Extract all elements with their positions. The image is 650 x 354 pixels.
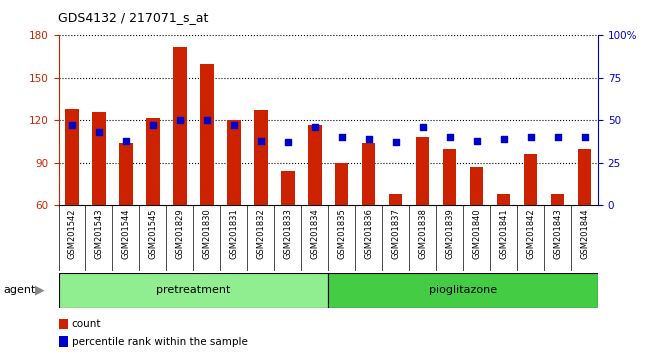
Text: GSM201834: GSM201834 (310, 209, 319, 259)
Text: GSM201840: GSM201840 (472, 209, 481, 259)
Point (202, 118, 212, 123)
Point (499, 136, 509, 142)
Bar (578, 149, 592, 205)
Point (121, 138, 131, 144)
Bar (58, 336, 68, 347)
Point (391, 139, 401, 145)
Text: agent: agent (3, 285, 36, 295)
Point (579, 135, 590, 140)
Bar (470, 167, 484, 205)
Bar (389, 194, 402, 205)
Text: GSM201838: GSM201838 (418, 209, 427, 259)
Text: GDS4132 / 217071_s_at: GDS4132 / 217071_s_at (58, 11, 209, 24)
Bar (58, 319, 68, 329)
Text: GSM201844: GSM201844 (580, 209, 589, 259)
Bar (335, 163, 348, 205)
Text: GSM201543: GSM201543 (94, 209, 103, 259)
Text: percentile rank within the sample: percentile rank within the sample (72, 337, 248, 347)
Bar (551, 194, 564, 205)
Text: count: count (72, 319, 101, 329)
Bar (362, 143, 376, 205)
Bar (524, 154, 538, 205)
Text: GSM201829: GSM201829 (176, 209, 185, 259)
Point (471, 138, 482, 144)
Bar (254, 110, 268, 205)
Text: pretreatment: pretreatment (156, 285, 231, 295)
Point (363, 136, 374, 142)
Point (94, 130, 104, 135)
Text: GSM201830: GSM201830 (202, 209, 211, 259)
Bar (443, 149, 456, 205)
Point (445, 135, 455, 140)
Bar (173, 47, 187, 205)
Text: GSM201545: GSM201545 (148, 209, 157, 259)
Text: pioglitazone: pioglitazone (429, 285, 497, 295)
Point (417, 124, 428, 130)
Text: GSM201832: GSM201832 (256, 209, 265, 259)
Point (309, 124, 320, 130)
Point (525, 135, 536, 140)
Bar (281, 171, 294, 205)
Bar (200, 64, 214, 205)
Bar (328, 273, 598, 308)
Point (229, 122, 239, 128)
Text: GSM201835: GSM201835 (337, 209, 346, 259)
Text: ▶: ▶ (35, 284, 45, 297)
Point (552, 135, 563, 140)
Bar (416, 137, 430, 205)
Text: GSM201833: GSM201833 (283, 209, 292, 259)
Bar (227, 120, 240, 205)
Point (148, 122, 158, 128)
Bar (146, 118, 160, 205)
Point (255, 138, 266, 144)
Text: GSM201843: GSM201843 (553, 209, 562, 259)
Point (337, 135, 347, 140)
Point (175, 118, 185, 123)
Text: GSM201841: GSM201841 (499, 209, 508, 259)
Bar (65, 109, 79, 205)
Point (67, 122, 77, 128)
Text: GSM201831: GSM201831 (229, 209, 239, 259)
Bar (308, 125, 322, 205)
Text: GSM201842: GSM201842 (526, 209, 535, 259)
Text: GSM201542: GSM201542 (68, 209, 77, 259)
Point (283, 139, 293, 145)
Bar (497, 194, 510, 205)
Text: GSM201837: GSM201837 (391, 209, 400, 259)
Text: GSM201544: GSM201544 (122, 209, 131, 259)
Bar (119, 143, 133, 205)
Text: GSM201839: GSM201839 (445, 209, 454, 259)
Bar (92, 112, 106, 205)
Text: GSM201836: GSM201836 (364, 209, 373, 259)
Bar (58, 273, 328, 308)
